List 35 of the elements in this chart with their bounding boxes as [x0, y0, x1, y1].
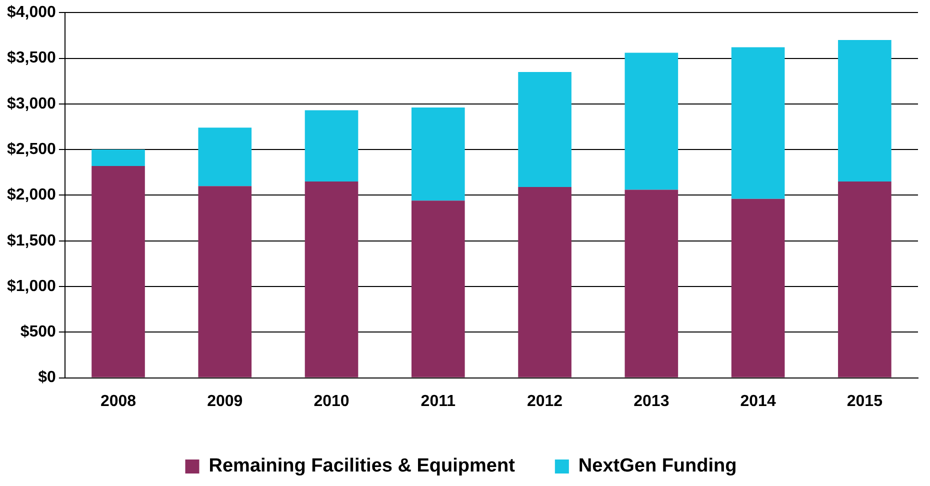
y-tick-label: $2,500 [7, 140, 56, 158]
bar [92, 150, 145, 166]
legend-label: NextGen Funding [578, 456, 737, 477]
bar [838, 182, 892, 378]
legend-label: Remaining Facilities & Equipment [208, 456, 516, 477]
bar [198, 128, 252, 186]
bar [304, 182, 358, 378]
bar [624, 52, 678, 190]
y-tick-label: $4,000 [7, 4, 56, 22]
x-tick-label: 2011 [420, 392, 456, 410]
bar [411, 200, 465, 378]
x-tick-label: 2009 [207, 392, 243, 410]
bar [518, 186, 572, 378]
x-tick-label: 2008 [100, 392, 136, 410]
bar [198, 186, 252, 378]
y-tick-label: $3,000 [7, 95, 56, 112]
y-tick-label: $3,500 [7, 50, 56, 67]
x-tick-label: 2012 [526, 392, 563, 410]
y-tick-label: $0 [38, 369, 56, 386]
y-tick-label: $1,000 [7, 278, 56, 295]
bar [304, 110, 358, 182]
x-tick-label: 2015 [846, 392, 883, 410]
bar [518, 72, 572, 187]
y-tick-label: $2,000 [7, 186, 56, 204]
bar [731, 47, 785, 199]
x-tick-label: 2013 [634, 392, 670, 410]
y-tick-label: $1,500 [7, 232, 56, 250]
x-tick-label: 2014 [740, 392, 776, 410]
bar [624, 190, 678, 378]
bar [92, 166, 145, 378]
x-tick-label: 2010 [314, 392, 350, 410]
bar [838, 40, 892, 182]
bar [731, 198, 785, 378]
bar [411, 108, 465, 201]
y-tick-label: $500 [20, 324, 56, 341]
